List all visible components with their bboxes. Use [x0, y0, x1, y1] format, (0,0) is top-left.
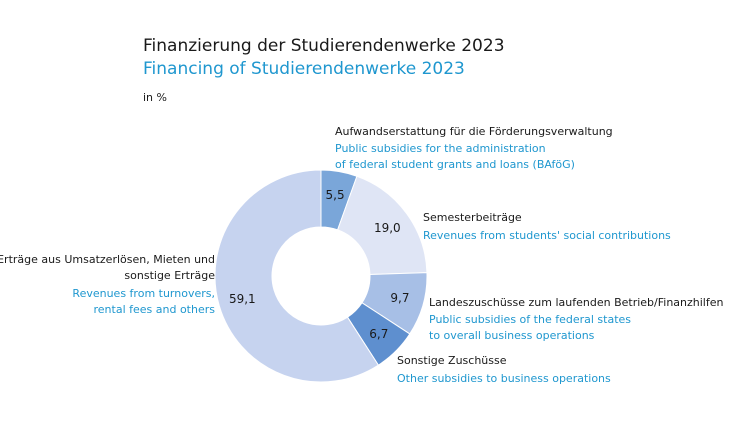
- legend-label-de-4-line2: sonstige Erträge: [124, 269, 215, 282]
- unit-label: in %: [143, 91, 167, 104]
- data-label-1: 19,0: [374, 221, 401, 235]
- legend-label-en-4-line1: Revenues from turnovers,: [72, 287, 215, 300]
- data-label-4: 59,1: [229, 292, 256, 306]
- legend-label-de-3: Sonstige Zuschüsse: [397, 354, 507, 367]
- legend-label-en-0-line2: of federal student grants and loans (BAf…: [335, 158, 575, 171]
- chart-title: Finanzierung der Studierendenwerke 2023: [143, 36, 505, 56]
- donut-slice-4: [214, 169, 380, 383]
- legend-label-en-1: Revenues from students' social contribut…: [423, 229, 671, 242]
- data-label-2: 9,7: [390, 291, 409, 305]
- data-label-0: 5,5: [326, 188, 345, 202]
- legend-label-de-1: Semesterbeiträge: [423, 211, 522, 224]
- chart-subtitle: Financing of Studierendenwerke 2023: [143, 59, 465, 79]
- legend-label-de-2: Landeszuschüsse zum laufenden Betrieb/Fi…: [429, 296, 724, 309]
- data-label-3: 6,7: [369, 327, 388, 341]
- legend-label-en-0-line1: Public subsidies for the administration: [335, 142, 546, 155]
- legend-label-de-4-line1: Erträge aus Umsatzerlösen, Mieten und: [0, 253, 215, 266]
- legend-label-en-2-line2: to overall business operations: [429, 329, 595, 342]
- legend-label-en-3: Other subsidies to business operations: [397, 372, 611, 385]
- legend-label-de-0: Aufwandserstattung für die Förderungsver…: [335, 125, 613, 138]
- legend-label-en-4-line2: rental fees and others: [93, 303, 216, 316]
- legend-label-en-2-line1: Public subsidies of the federal states: [429, 313, 632, 326]
